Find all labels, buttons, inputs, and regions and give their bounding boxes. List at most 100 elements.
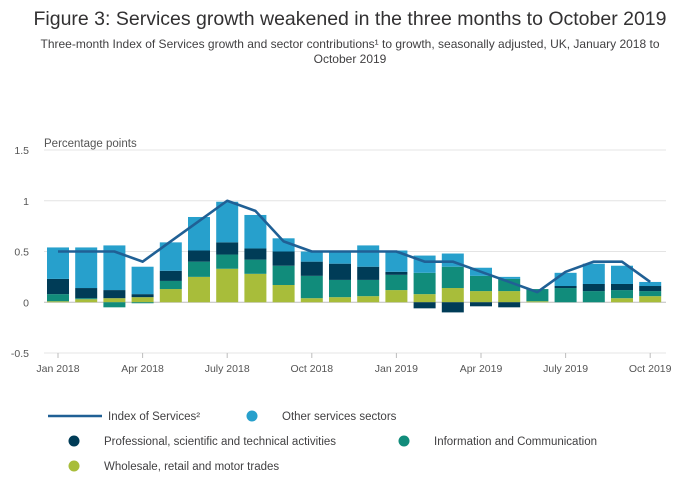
x-tick-label: Oct 2018 (290, 363, 333, 375)
bar-segment (582, 263, 605, 284)
bar-segment (188, 276, 210, 303)
y-tick-label: -0.5 (11, 348, 29, 360)
bar-segment (103, 245, 126, 291)
x-tick-label: Jan 2019 (375, 363, 418, 375)
bar-segment (272, 284, 295, 303)
bar-segment (470, 275, 492, 292)
bar-segment (498, 302, 521, 308)
legend-circle-swatch (68, 460, 80, 472)
bar-segment (47, 294, 69, 302)
legend-item: Information and Communication (398, 435, 597, 448)
bar-segment (159, 280, 182, 290)
bar-segment (131, 297, 154, 303)
bar-segment (300, 298, 323, 303)
x-tick-label: Jan 2018 (36, 363, 79, 375)
bar-segment (47, 278, 69, 295)
legend-label: Other services sectors (282, 411, 397, 423)
bar-segment (244, 259, 267, 274)
chart-title: Figure 3: Services growth weakened in th… (33, 8, 667, 30)
y-tick-label: 0.5 (14, 247, 29, 259)
bar-segment (611, 265, 633, 284)
bar-segment (159, 242, 182, 271)
legend-label: Information and Communication (434, 436, 597, 448)
bar-segment (159, 289, 182, 303)
bar-segment (385, 250, 408, 272)
bar-segment (216, 254, 239, 269)
bar-segment (385, 290, 408, 303)
legend-circle-swatch (246, 410, 258, 422)
bar-segment (554, 286, 577, 289)
bar-segment (75, 298, 98, 300)
bar-segment (216, 201, 239, 243)
y-tick-label: 0 (23, 297, 29, 309)
legend-item: Index of Services² (48, 411, 200, 423)
x-tick-label: July 2019 (543, 363, 588, 375)
bar-segment (131, 302, 154, 304)
bar-segment (244, 273, 267, 303)
legend-label: Professional, scientific and technical a… (104, 436, 336, 448)
bar-segment (244, 248, 267, 260)
bar-segment (75, 288, 98, 299)
bar-segment (272, 238, 295, 252)
x-tick-label: Apr 2019 (460, 363, 503, 375)
bar-segment (441, 302, 464, 313)
bar-segment (611, 298, 633, 303)
bar-segment (385, 271, 408, 275)
bar-segment (131, 266, 154, 295)
bar-segment (611, 283, 633, 291)
bar-segment (159, 270, 182, 281)
bar-segment (526, 301, 549, 303)
bar-segment (639, 281, 662, 287)
x-tick-label: Oct 2019 (629, 363, 672, 375)
bar-segment (329, 251, 351, 264)
legend-circle-swatch (68, 435, 80, 447)
legend-item: Wholesale, retail and motor trades (68, 460, 279, 473)
bar-segment (639, 296, 662, 303)
bar-segment (75, 299, 98, 303)
bar-segment (582, 291, 605, 303)
bar-segment (639, 291, 662, 297)
bar-segment (300, 261, 323, 276)
bar-segment (470, 302, 492, 307)
x-tick-label: July 2018 (205, 363, 250, 375)
bar-segment (329, 297, 351, 303)
bar-segment (582, 283, 605, 292)
legend-label: Index of Services² (108, 411, 200, 423)
bar-segment (216, 242, 239, 255)
bar-segment (611, 290, 633, 299)
bar-segment (357, 279, 380, 297)
bar-segment (441, 288, 464, 303)
bar-segment (103, 290, 126, 299)
bar-segment (103, 298, 126, 303)
bar-segment (272, 251, 295, 266)
bar-segment (188, 261, 210, 277)
bar-segment (357, 296, 380, 303)
bar-segment (385, 274, 408, 291)
bar-segment (329, 279, 351, 298)
bar-segment (498, 276, 521, 279)
bar-segment (75, 247, 98, 289)
bar-segment (300, 251, 323, 262)
bar-segment (357, 245, 380, 267)
bar-segment (554, 288, 577, 303)
bar-segment (357, 266, 380, 280)
bar-segment (131, 294, 154, 298)
bar-segment (188, 250, 210, 262)
bar-segment (244, 214, 267, 249)
bar-segment (441, 266, 464, 289)
bar-segment (554, 272, 577, 287)
bar-segment (413, 294, 436, 303)
bar-segment (470, 291, 492, 303)
bar-segment (300, 275, 323, 299)
bar-segment (103, 302, 126, 308)
chart-subtitle: Three-month Index of Services growth and… (40, 37, 660, 66)
bar-segment (498, 291, 521, 303)
index-of-services-line (58, 199, 651, 294)
bar-segment (498, 278, 521, 292)
y-tick-label: 1.5 (14, 145, 29, 157)
bar-segment (47, 301, 69, 303)
y-axis-label: Percentage points (44, 138, 137, 150)
bar-segment (526, 289, 549, 302)
